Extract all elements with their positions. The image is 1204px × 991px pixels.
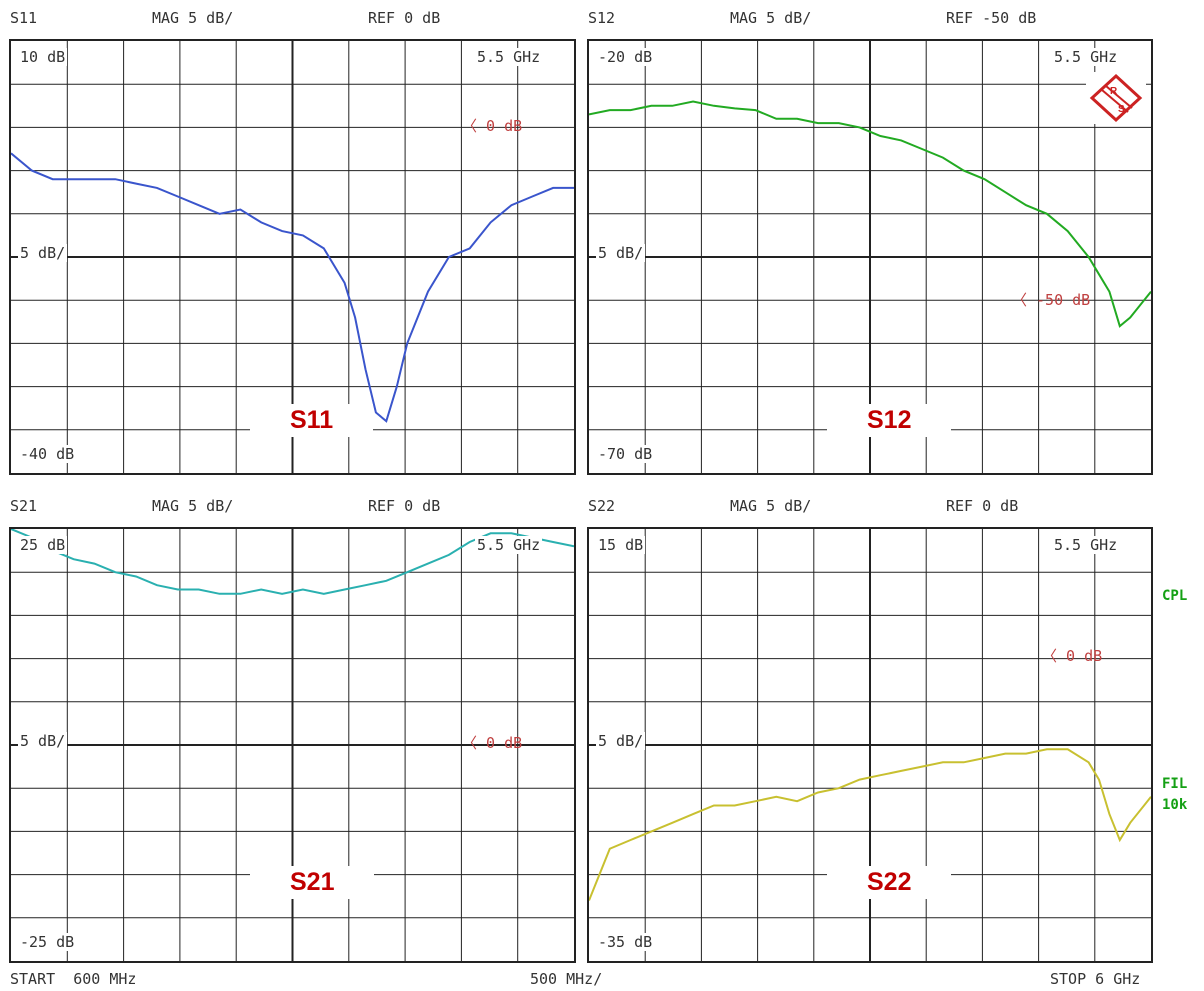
plot-s21-svg [11,529,574,961]
s12-mid-db: 5 dB/ [596,244,646,262]
footer-start: START 600 MHz [10,970,137,988]
header-s12-param: S12 [588,9,616,27]
s22-top-db: 15 dB [596,536,646,554]
header-s22-param: S22 [588,497,616,515]
s12-bot-db: -70 dB [596,445,655,463]
s11-mid-db: 5 dB/ [18,244,68,262]
s11-ref-label: 0 dB [486,117,523,135]
svg-text:S: S [1118,104,1125,115]
plot-s12 [587,39,1153,475]
s11-top-db: 10 dB [18,48,68,66]
s12-freq: 5.5 GHz [1052,48,1120,66]
header-s21-ref: REF 0 dB [368,497,441,515]
s12-panel-label: S12 [827,404,952,437]
header-s21-mag: MAG 5 dB/ [152,497,234,515]
s21-ref-marker: 〈 0 dB [462,734,523,752]
header-s22-ref: REF 0 dB [946,497,1019,515]
header-s12-mag: MAG 5 dB/ [730,9,812,27]
s11-trace [11,152,574,423]
s22-freq: 5.5 GHz [1052,536,1120,554]
s22-bot-db: -35 dB [596,933,655,951]
s12-ref-label: -50 dB [1036,291,1091,309]
rs-logo-icon: R S [1086,72,1146,124]
s12-top-db: -20 dB [596,48,655,66]
header-s21-param: S21 [10,497,38,515]
s21-mid-db: 5 dB/ [18,732,68,750]
s22-ref-marker: 〈 0 dB [1042,647,1103,665]
s11-panel-label: S11 [250,404,374,437]
header-s11-mag: MAG 5 dB/ [152,9,234,27]
s11-bot-db: -40 dB [18,445,77,463]
s11-freq: 5.5 GHz [475,48,543,66]
s22-panel-label: S22 [827,866,952,899]
s12-ref-marker: 〈 -50 dB [1012,291,1091,309]
side-label-cpl: CPL [1162,588,1188,604]
s21-panel-label: S21 [250,866,375,899]
plot-s11 [9,39,576,475]
s21-bot-db: -25 dB [18,933,77,951]
side-label-bw: 10k [1162,797,1188,813]
s22-mid-db: 5 dB/ [596,732,646,750]
s21-top-db: 25 dB [18,536,68,554]
s21-freq: 5.5 GHz [475,536,543,554]
s22-ref-label: 0 dB [1066,647,1103,665]
header-s11-ref: REF 0 dB [368,9,441,27]
s11-ref-marker: 〈 0 dB [462,117,523,135]
footer-div: 500 MHz/ [530,970,603,988]
header-s22-mag: MAG 5 dB/ [730,497,812,515]
header-s12-ref: REF -50 dB [946,9,1037,27]
s21-ref-label: 0 dB [486,734,523,752]
side-label-fil: FIL [1162,776,1188,792]
plot-s12-svg [589,41,1151,473]
footer-stop: STOP 6 GHz [1050,970,1141,988]
s22-trace [589,748,1151,901]
s12-trace [589,100,1151,328]
header-s11-param: S11 [10,9,38,27]
svg-text:R: R [1110,86,1118,97]
